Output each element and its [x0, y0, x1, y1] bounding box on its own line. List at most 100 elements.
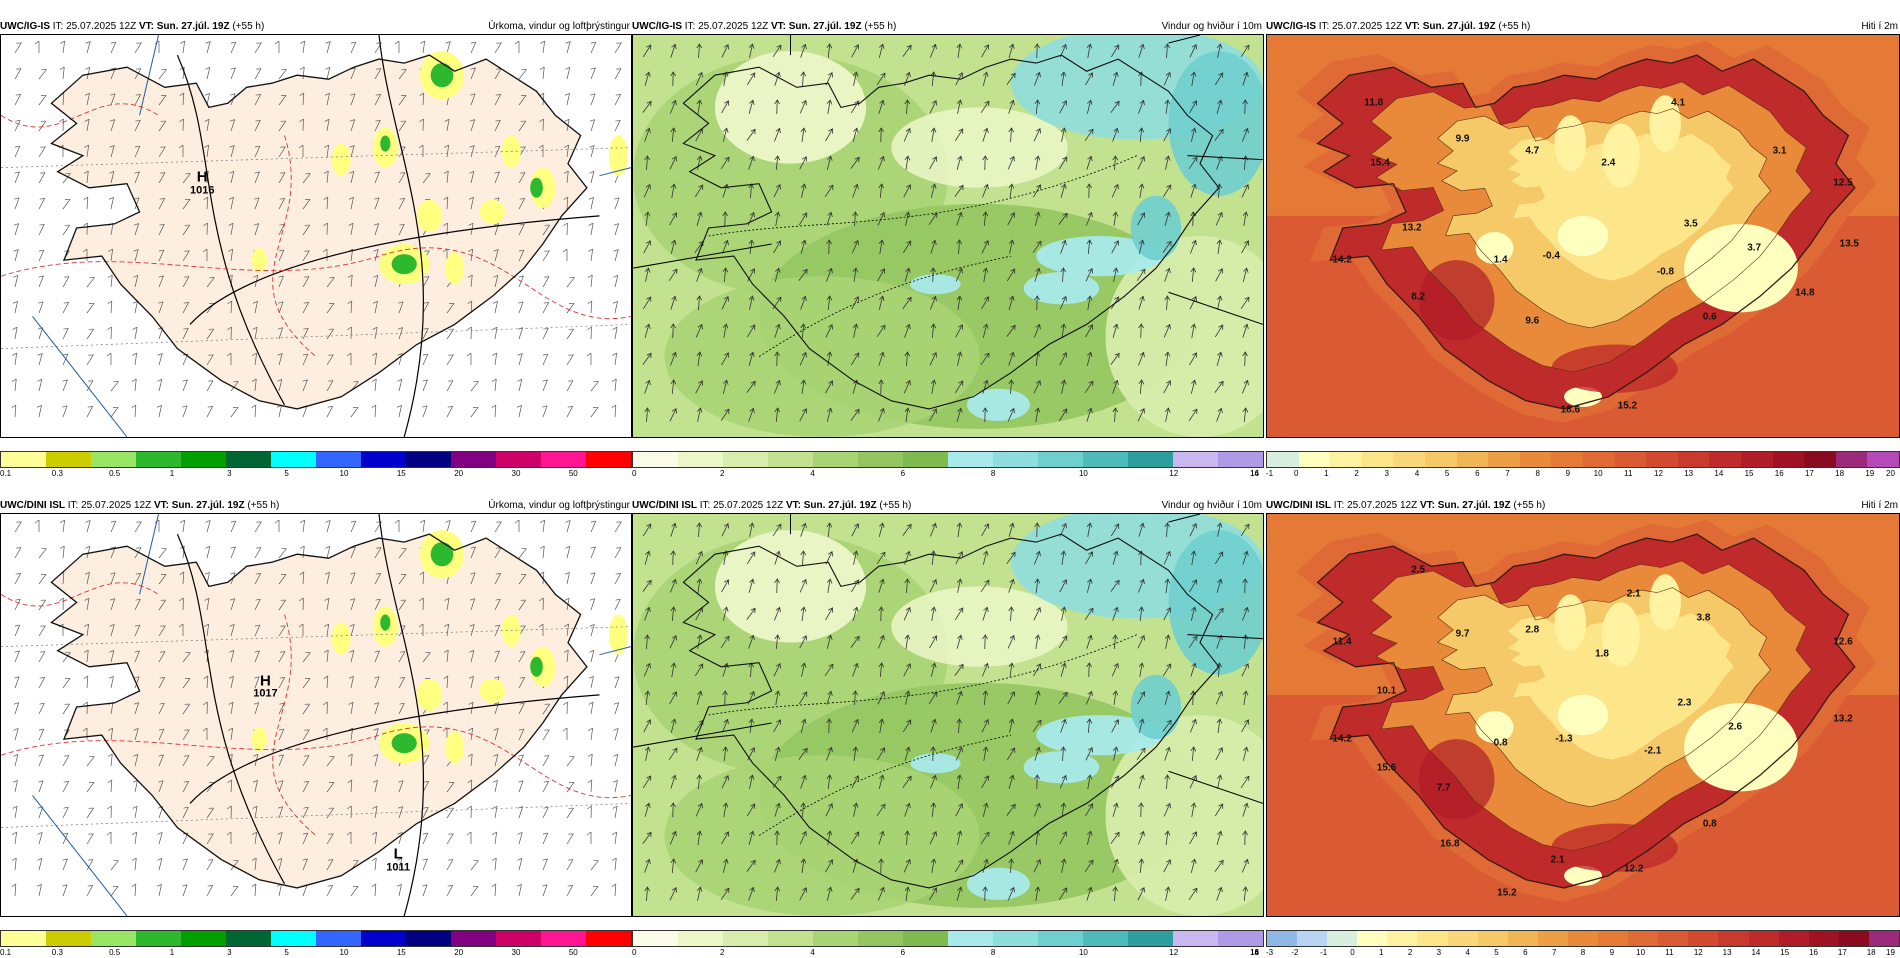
colorbar-swatch: [903, 452, 948, 467]
pressure-letter: L: [386, 847, 410, 863]
colorbar-tick-label: 6: [901, 948, 905, 957]
temperature-value: 4.1: [1671, 97, 1685, 108]
colorbar-tick-label: 12: [1654, 469, 1663, 478]
colorbar-tick-label: 17: [1805, 469, 1814, 478]
colorbar: [1266, 930, 1900, 947]
panel-title: Vindur og hviður í 10m: [1162, 500, 1264, 511]
iceland-map[interactable]: [0, 513, 632, 917]
temperature-value: 15.6: [1377, 762, 1396, 773]
temperature-value: 0.6: [1703, 311, 1717, 322]
colorbar-tick-label: 14: [1751, 948, 1760, 957]
colorbar-swatch: [1836, 452, 1868, 467]
colorbar-tick-label: 20: [1886, 469, 1895, 478]
panel-header: UWC/IG-IS IT: 25.07.2025 12Z VT: Sun. 27…: [632, 18, 1264, 34]
colorbar-swatch: [316, 452, 361, 467]
colorbar-swatch: [1741, 452, 1773, 467]
colorbar-tick-label: 19: [1865, 469, 1874, 478]
iceland-map[interactable]: [1266, 34, 1900, 438]
panel-header: UWC/DINI ISL IT: 25.07.2025 12Z VT: Sun.…: [1266, 497, 1900, 513]
map-panel-temp-dini: UWC/DINI ISL IT: 25.07.2025 12Z VT: Sun.…: [1266, 497, 1900, 957]
colorbar-swatch: [633, 931, 678, 946]
colorbar-tick-label: 2: [720, 469, 724, 478]
temperature-value: 11.8: [1364, 97, 1383, 108]
temperature-value: 4.7: [1525, 146, 1539, 157]
iceland-map[interactable]: [632, 34, 1264, 438]
colorbar-swatch: [813, 452, 858, 467]
colorbar-swatch: [586, 452, 631, 467]
colorbar: [1266, 451, 1900, 468]
colorbar: [632, 930, 1264, 947]
colorbar-swatch: [1709, 452, 1741, 467]
colorbar-swatch: [1327, 931, 1357, 946]
colorbar-tick-label: 3: [227, 469, 231, 478]
colorbar-tick-label: 5: [284, 469, 288, 478]
model-name: UWC/IG-IS: [632, 21, 682, 32]
colorbar-swatch: [406, 452, 451, 467]
iceland-map[interactable]: [0, 34, 632, 438]
colorbar-tick-label: 0: [1294, 469, 1298, 478]
colorbar-swatch: [1173, 452, 1218, 467]
colorbar-swatch: [1678, 452, 1710, 467]
colorbar-swatch: [1, 931, 46, 946]
temperature-value: 2.6: [1728, 722, 1742, 733]
panel-run-info: UWC/DINI ISL IT: 25.07.2025 12Z VT: Sun.…: [0, 500, 279, 511]
colorbar-swatch: [1393, 452, 1425, 467]
colorbar-tick-label: 0.3: [52, 948, 63, 957]
colorbar-swatch: [1779, 931, 1809, 946]
colorbar-tick-label: 1: [170, 948, 174, 957]
temperature-value: 14.8: [1795, 287, 1814, 298]
colorbar-tick-label: 50: [569, 948, 578, 957]
panel-title: Vindur og hviður í 10m: [1162, 21, 1264, 32]
iceland-map[interactable]: [632, 513, 1264, 917]
pressure-value: 1017: [253, 688, 277, 700]
colorbar-tick-label: 30: [512, 469, 521, 478]
colorbar-swatch: [136, 452, 181, 467]
colorbar-tick-label: 16: [1250, 469, 1259, 478]
colorbar-tick-label: 9: [1610, 948, 1614, 957]
map-panel-wind-igis: UWC/IG-IS IT: 25.07.2025 12Z VT: Sun. 27…: [632, 18, 1264, 478]
colorbar-swatch: [993, 452, 1038, 467]
colorbar: [0, 930, 632, 947]
colorbar-swatch: [226, 452, 271, 467]
colorbar: [632, 451, 1264, 468]
colorbar-swatch: [723, 452, 768, 467]
iceland-map[interactable]: [1266, 513, 1900, 917]
colorbar-tick-label: 6: [1475, 469, 1479, 478]
colorbar-tick-label: 8: [991, 469, 995, 478]
colorbar-tick-label: 15: [397, 948, 406, 957]
colorbar-swatch: [1362, 452, 1394, 467]
temperature-value: 9.6: [1525, 315, 1539, 326]
init-time: 25.07.2025 12Z: [66, 21, 136, 32]
colorbar-swatch: [903, 931, 948, 946]
colorbar-tick-label: 0.5: [109, 469, 120, 478]
lead-time: (+55 h): [879, 500, 911, 511]
colorbar-swatch: [1038, 931, 1083, 946]
panel-header: UWC/DINI ISL IT: 25.07.2025 12Z VT: Sun.…: [632, 497, 1264, 513]
colorbar-swatch: [1598, 931, 1628, 946]
valid-time: Sun. 27.júl. 19Z: [804, 500, 877, 511]
temperature-value: 2.4: [1601, 158, 1615, 169]
valid-time-label: VT:: [1405, 21, 1420, 32]
colorbar-swatch: [1749, 931, 1779, 946]
colorbar-swatch: [813, 931, 858, 946]
map-panel-precip-igis: UWC/IG-IS IT: 25.07.2025 12Z VT: Sun. 27…: [0, 18, 632, 478]
colorbar-swatch: [361, 931, 406, 946]
lead-time: (+55 h): [864, 21, 896, 32]
colorbar-swatch: [451, 452, 496, 467]
lead-time: (+55 h): [247, 500, 279, 511]
colorbar-tick-label: 20: [454, 469, 463, 478]
colorbar-tick-label: 6: [901, 469, 905, 478]
temperature-value: 16.8: [1440, 839, 1459, 850]
colorbar-swatch: [1867, 452, 1899, 467]
colorbar-swatch: [1297, 931, 1327, 946]
colorbar-swatch: [948, 452, 993, 467]
colorbar-tick-label: 3: [1385, 469, 1389, 478]
temperature-value: 14.2: [1332, 734, 1351, 745]
map-panel-wind-dini: UWC/DINI ISL IT: 25.07.2025 12Z VT: Sun.…: [632, 497, 1264, 957]
colorbar-swatch: [1688, 931, 1718, 946]
colorbar-tick-label: -1: [1320, 948, 1327, 957]
temperature-value: 13.5: [1840, 239, 1859, 250]
